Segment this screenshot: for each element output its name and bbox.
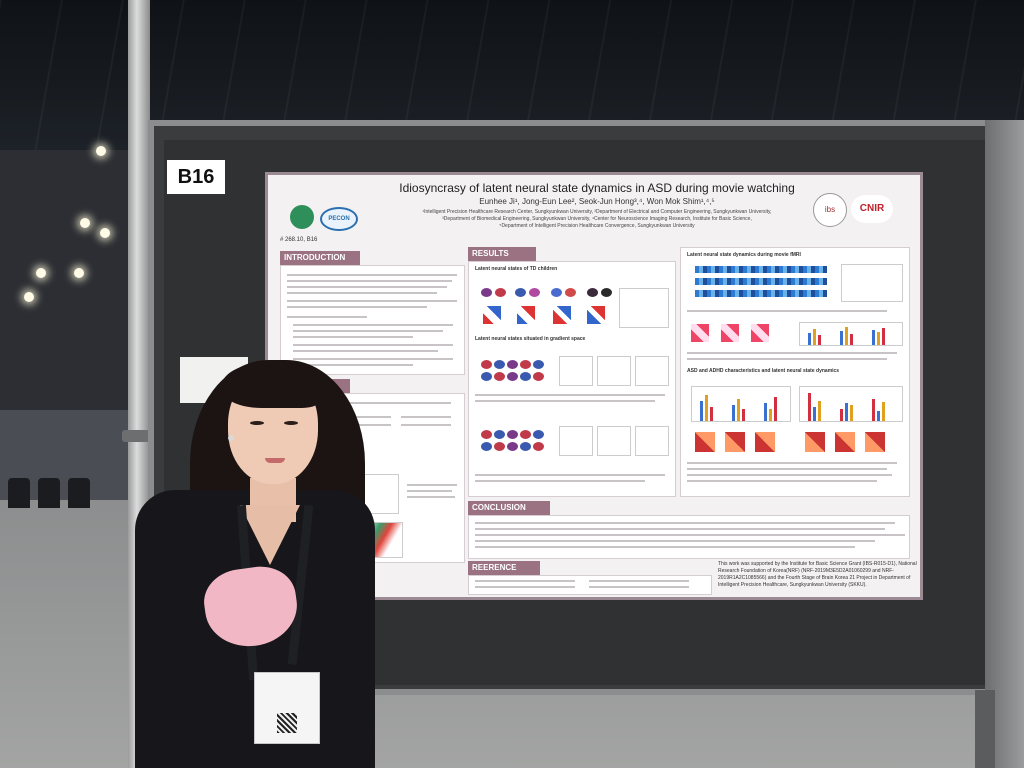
poster-title: Idiosyncrasy of latent neural state dyna…	[399, 181, 795, 195]
gradient-scatter	[619, 288, 669, 328]
chair	[8, 478, 30, 508]
references-header: REERENCE	[468, 561, 540, 575]
ceiling-light	[96, 146, 106, 156]
references-box	[468, 575, 712, 595]
ceiling-light	[24, 292, 34, 302]
chair	[38, 478, 60, 508]
acknowledgement: This work was supported by the Institute…	[718, 561, 917, 588]
right-eye	[284, 421, 298, 425]
conclusion-box	[468, 515, 910, 559]
results-subhead-a: Latent neural states of TD children	[475, 266, 558, 272]
qr-code-icon	[277, 713, 297, 733]
cnir-logo: CNIR	[851, 195, 893, 223]
synchrony-plot	[841, 264, 903, 302]
introduction-box	[280, 265, 465, 375]
results-header: RESULTS	[468, 247, 536, 261]
ceiling-light	[74, 268, 84, 278]
presenter-bangs	[222, 362, 322, 408]
ibs-logo: ibs	[813, 193, 847, 227]
board-frame-post	[985, 120, 1024, 768]
resting-fmri-bars	[799, 386, 903, 422]
university-logo-icon	[290, 205, 314, 229]
poster-id: # 268.10, B16	[280, 237, 318, 243]
poster-authors: Eunhee Ji¹, Jong-Eun Lee², Seok-Jun Hong…	[479, 197, 715, 206]
movie-fmri-bars	[691, 386, 791, 422]
smile	[265, 458, 285, 463]
name-badge	[254, 672, 320, 744]
ceiling-light	[36, 268, 46, 278]
conclusion-header: CONCLUSION	[468, 501, 550, 515]
dwell-time-chart	[799, 322, 903, 346]
results-subhead-c: Latent neural state dynamics during movi…	[687, 252, 801, 258]
board-leg	[975, 690, 995, 768]
poster-affiliations: ¹Intelligent Precision Healthcare Resear…	[422, 209, 772, 229]
results-box-left: Latent neural states of TD children Late…	[468, 261, 676, 497]
pecon-logo: PECON	[320, 207, 358, 231]
ceiling-light	[100, 228, 110, 238]
board-number-sign: B16	[167, 160, 225, 194]
introduction-header: INTRODUCTION	[280, 251, 360, 265]
earring	[228, 435, 234, 441]
results-subhead-d: ASD and ADHD characteristics and latent …	[687, 368, 840, 374]
left-eye	[250, 421, 264, 425]
results-subhead-b: Latent neural states situated in gradien…	[475, 336, 586, 342]
ceiling-light	[80, 218, 90, 228]
results-box-right: Latent neural state dynamics during movi…	[680, 247, 910, 497]
chair	[68, 478, 90, 508]
pole-clamp	[122, 430, 156, 442]
